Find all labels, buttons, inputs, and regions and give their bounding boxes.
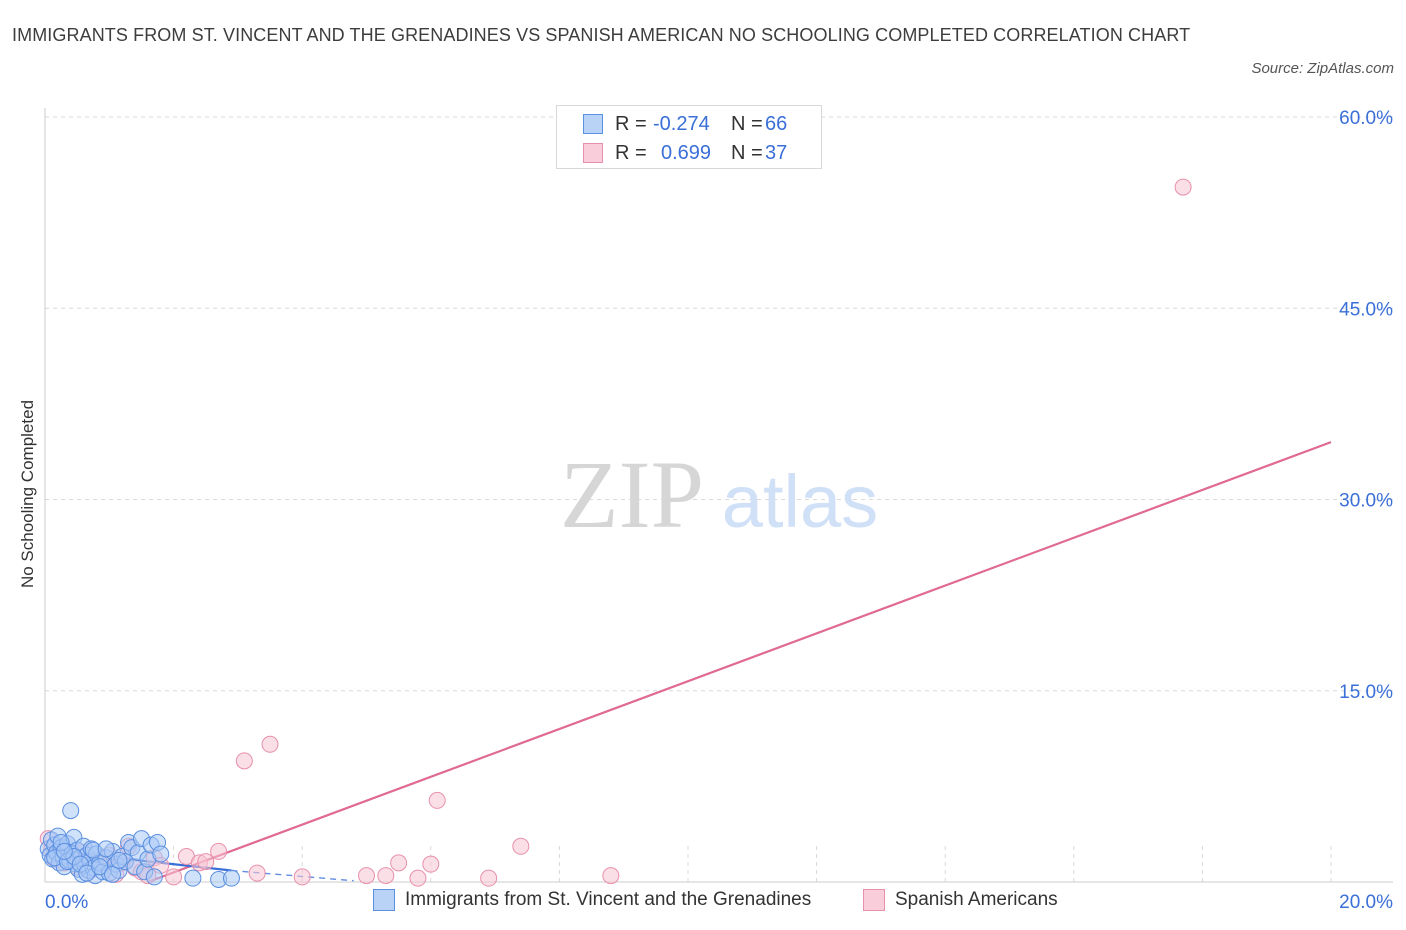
- pink-point: [428, 791, 446, 809]
- blue-point: [55, 842, 73, 860]
- blue-point: [104, 865, 122, 883]
- legend-swatch-spanish-americans: [863, 889, 885, 911]
- legend-item-spanish-americans: Spanish Americans: [863, 889, 1058, 911]
- pink-trend-line: [147, 441, 1332, 884]
- legend-n-value: 37: [765, 141, 788, 164]
- legend-swatch-pink: [583, 143, 603, 163]
- pink-point: [377, 867, 395, 885]
- watermark: ZIP atlas: [560, 441, 878, 548]
- blue-point: [110, 851, 128, 869]
- x-tick-label: 0.0%: [45, 892, 88, 913]
- correlation-legend: R = -0.274 N = 66 R = 0.699 N = 37: [556, 105, 822, 169]
- legend-label-spanish-americans: Spanish Americans: [895, 889, 1058, 910]
- y-tick-label: 45.0%: [1339, 299, 1393, 320]
- pink-point: [1174, 178, 1192, 196]
- pink-point: [261, 735, 279, 753]
- legend-n-value: 66: [765, 112, 788, 135]
- legend-row-pink: R = 0.699 N = 37: [583, 141, 787, 165]
- watermark-atlas: atlas: [722, 460, 878, 543]
- legend-n-label: N =: [731, 141, 763, 164]
- series-legend: Immigrants from St. Vincent and the Gren…: [0, 889, 1406, 915]
- blue-point: [91, 858, 109, 876]
- legend-swatch-blue: [583, 114, 603, 134]
- pink-point: [235, 752, 253, 770]
- legend-r-value: 0.699: [661, 141, 712, 164]
- blue-point: [152, 845, 170, 863]
- pink-point: [197, 853, 215, 871]
- pink-point: [409, 869, 427, 887]
- blue-point: [145, 868, 163, 886]
- axes: [44, 108, 1393, 883]
- blue-point: [184, 869, 202, 887]
- pink-point: [293, 868, 311, 886]
- pink-point: [248, 864, 266, 882]
- data-points: [39, 178, 1192, 888]
- pink-point: [480, 869, 498, 887]
- y-tick-label: 60.0%: [1339, 108, 1393, 129]
- legend-n-label: N =: [731, 112, 763, 135]
- grid-lines: [45, 116, 1393, 882]
- legend-row-blue: R = -0.274 N = 66: [583, 112, 787, 136]
- legend-swatch-immigrants: [373, 889, 395, 911]
- source-label: Source: ZipAtlas.com: [1251, 60, 1394, 77]
- blue-point: [97, 840, 115, 858]
- pink-point: [602, 867, 620, 885]
- x-tick-label: 20.0%: [1339, 892, 1393, 913]
- legend-r-label: R =: [615, 141, 647, 164]
- chart-title: IMMIGRANTS FROM ST. VINCENT AND THE GREN…: [12, 25, 1191, 45]
- blue-trend-extension: [231, 869, 354, 882]
- legend-r-label: R =: [615, 112, 647, 135]
- legend-r-value: -0.274: [653, 112, 710, 135]
- y-tick-label: 15.0%: [1339, 682, 1393, 703]
- tick-labels: 15.0% 30.0% 45.0% 60.0% 0.0% 20.0%: [45, 108, 1393, 913]
- legend-item-immigrants: Immigrants from St. Vincent and the Gren…: [373, 889, 811, 911]
- pink-point: [390, 854, 408, 872]
- blue-point: [222, 869, 240, 887]
- blue-point: [62, 802, 80, 820]
- legend-label-immigrants: Immigrants from St. Vincent and the Gren…: [405, 889, 812, 910]
- pink-point: [358, 867, 375, 885]
- pink-point: [422, 855, 440, 873]
- watermark-zip: ZIP: [560, 441, 704, 548]
- pink-point: [512, 837, 530, 855]
- y-tick-label: 30.0%: [1339, 491, 1393, 512]
- pink-point: [165, 868, 183, 886]
- pink-point: [210, 842, 228, 860]
